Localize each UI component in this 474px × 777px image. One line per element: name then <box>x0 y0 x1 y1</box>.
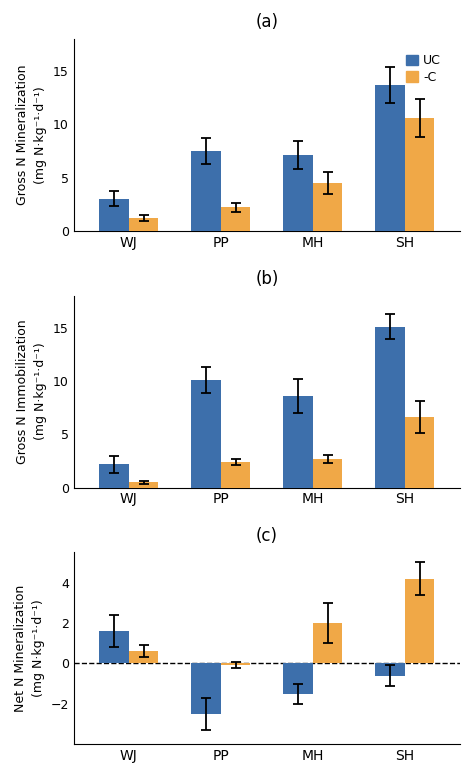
Bar <box>191 380 221 487</box>
Bar <box>100 464 129 487</box>
Legend: UC, -C: UC, -C <box>401 49 446 89</box>
Y-axis label: Gross N Mineralization
(mg N·kg⁻¹·d⁻¹): Gross N Mineralization (mg N·kg⁻¹·d⁻¹) <box>17 64 47 205</box>
Bar <box>283 155 313 231</box>
Text: (c): (c) <box>256 527 278 545</box>
Bar <box>129 483 158 487</box>
Bar <box>313 623 342 664</box>
Y-axis label: Net N Mineralization
(mg N·kg⁻¹·d⁻¹): Net N Mineralization (mg N·kg⁻¹·d⁻¹) <box>14 584 45 712</box>
Bar <box>405 417 434 487</box>
Bar <box>191 151 221 231</box>
Bar <box>313 458 342 487</box>
Bar <box>405 579 434 664</box>
Bar <box>313 183 342 231</box>
Bar <box>221 207 250 231</box>
Bar <box>191 664 221 714</box>
Bar <box>221 664 250 665</box>
Bar <box>283 395 313 487</box>
Bar <box>129 651 158 664</box>
Text: (b): (b) <box>255 270 279 288</box>
Bar <box>405 118 434 231</box>
Y-axis label: Gross N Immobilization
(mg N·kg⁻¹·d⁻¹): Gross N Immobilization (mg N·kg⁻¹·d⁻¹) <box>17 319 47 464</box>
Bar <box>100 199 129 231</box>
Bar <box>375 85 405 231</box>
Text: (a): (a) <box>255 13 278 31</box>
Bar <box>129 218 158 231</box>
Bar <box>375 664 405 675</box>
Bar <box>283 664 313 694</box>
Bar <box>221 462 250 487</box>
Bar <box>375 326 405 487</box>
Bar <box>100 631 129 664</box>
